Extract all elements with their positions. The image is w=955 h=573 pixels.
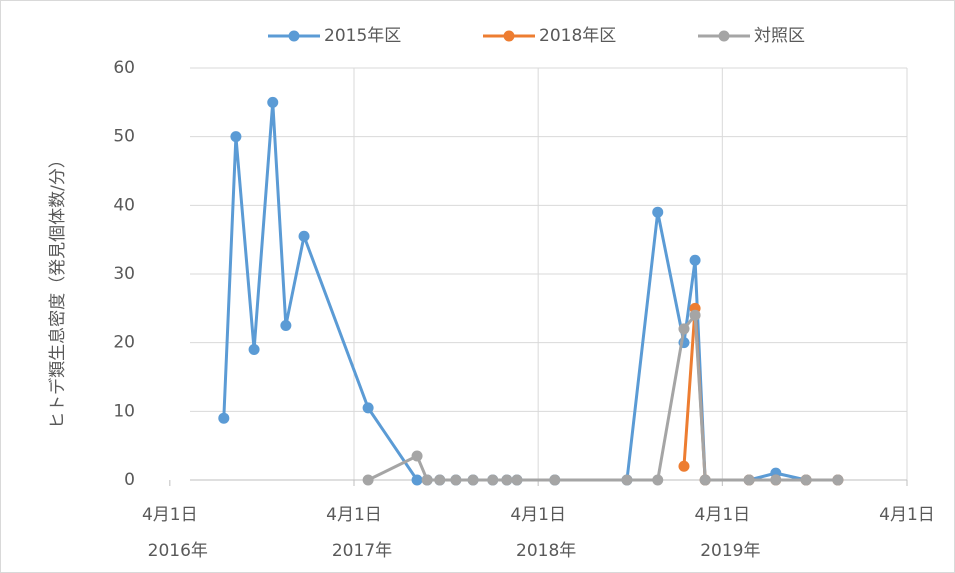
y-tick-label: 50 bbox=[113, 127, 135, 147]
data-point bbox=[280, 320, 292, 331]
data-point bbox=[421, 474, 433, 486]
data-point bbox=[770, 474, 782, 486]
y-tick-label: 10 bbox=[113, 401, 135, 421]
data-point bbox=[411, 450, 423, 462]
data-point bbox=[699, 474, 711, 486]
data-point bbox=[678, 323, 690, 335]
data-point bbox=[832, 474, 844, 486]
data-point bbox=[689, 309, 701, 321]
data-point bbox=[362, 474, 374, 486]
y-tick-label: 40 bbox=[113, 195, 135, 215]
data-point bbox=[689, 254, 701, 266]
data-point bbox=[298, 230, 310, 242]
legend-label: 2015年区 bbox=[324, 26, 401, 46]
y-tick-label: 20 bbox=[113, 333, 135, 353]
data-point bbox=[800, 474, 812, 486]
legend-label: 2018年区 bbox=[539, 26, 616, 46]
data-point bbox=[678, 460, 690, 472]
data-point bbox=[450, 474, 462, 486]
data-point bbox=[652, 206, 664, 218]
x-tick-label: 4月1日 bbox=[695, 505, 751, 525]
data-point bbox=[230, 131, 242, 143]
data-point bbox=[621, 474, 633, 486]
data-point bbox=[267, 96, 279, 108]
y-tick-label: 0 bbox=[124, 470, 135, 490]
x-tick-label: 4月1日 bbox=[142, 505, 198, 525]
legend-marker bbox=[503, 30, 515, 42]
x-year-label: 2018年 bbox=[516, 541, 576, 561]
legend-marker bbox=[718, 30, 730, 42]
data-point bbox=[511, 474, 523, 486]
data-point bbox=[549, 474, 561, 486]
data-point bbox=[652, 474, 664, 486]
data-point bbox=[362, 402, 374, 414]
y-tick-label: 60 bbox=[113, 58, 135, 78]
x-tick-label: 4月1日 bbox=[326, 505, 382, 525]
legend-marker bbox=[288, 30, 300, 42]
x-year-label: 2016年 bbox=[148, 541, 208, 561]
data-point bbox=[501, 474, 513, 486]
data-point bbox=[487, 474, 499, 486]
y-tick-label: 30 bbox=[113, 264, 135, 284]
x-tick-label: 4月1日 bbox=[879, 505, 935, 525]
data-point bbox=[248, 344, 260, 356]
data-point bbox=[467, 474, 479, 486]
x-year-label: 2017年 bbox=[332, 541, 392, 561]
data-point bbox=[218, 412, 230, 424]
legend-label: 対照区 bbox=[754, 26, 805, 46]
x-year-label: 2019年 bbox=[700, 541, 760, 561]
data-point bbox=[434, 474, 446, 486]
x-tick-label: 4月1日 bbox=[510, 505, 566, 525]
data-point bbox=[743, 474, 755, 486]
y-axis-label: ヒトデ類生息密度（発見個体数/分） bbox=[47, 151, 68, 429]
data-point bbox=[411, 474, 423, 486]
